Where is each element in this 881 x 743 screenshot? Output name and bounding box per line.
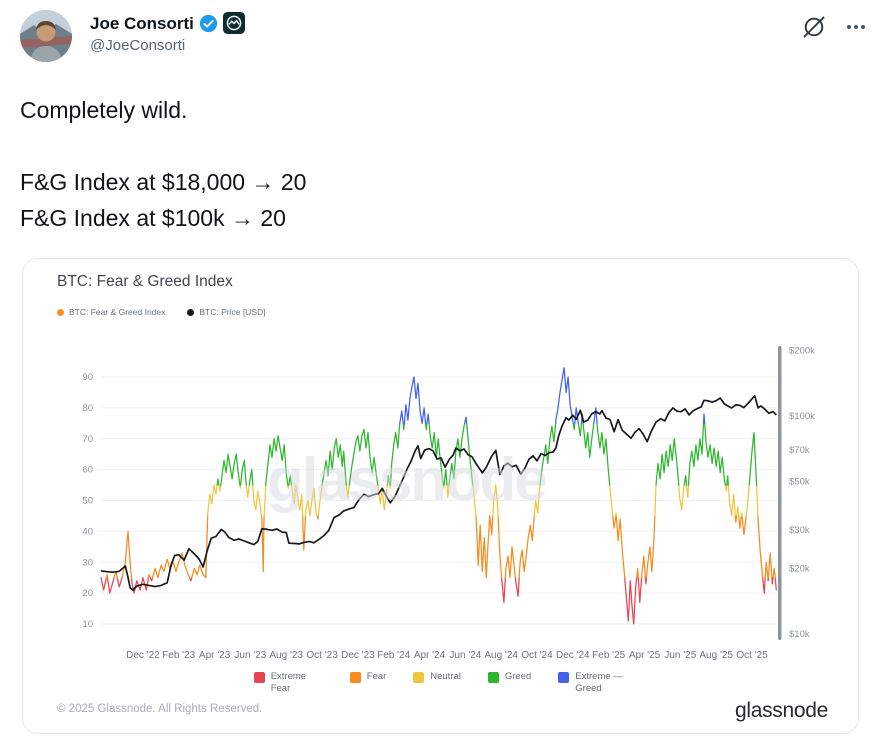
avatar-photo (20, 10, 72, 62)
svg-text:Dec '22: Dec '22 (126, 650, 160, 661)
svg-text:Feb '25: Feb '25 (592, 650, 625, 661)
svg-text:Apr '23: Apr '23 (199, 650, 231, 661)
verified-icon (199, 14, 218, 32)
svg-text:Jun '23: Jun '23 (234, 650, 266, 661)
svg-text:Oct '25: Oct '25 (736, 650, 768, 661)
author-handle[interactable]: @JoeConsorti (90, 37, 186, 54)
zone-legend-fear: Fear (349, 671, 386, 683)
more-icon[interactable] (847, 21, 865, 33)
svg-text:Jun '25: Jun '25 (664, 650, 696, 661)
zone-legend-extreme-greed: Extreme — Greed (558, 671, 627, 695)
legend-item-btc-fear-greed-index: BTC: Fear & Greed Index (57, 307, 165, 317)
svg-text:Aug '23: Aug '23 (269, 650, 303, 661)
svg-text:$70k: $70k (789, 445, 810, 456)
legend-swatch-icon (349, 672, 361, 683)
svg-text:40: 40 (82, 526, 93, 537)
legend-swatch-icon (487, 672, 499, 683)
legend-swatch-icon (558, 672, 570, 683)
svg-text:Feb '23: Feb '23 (162, 650, 195, 661)
chart-zone-legend: Extreme Fear Fear Neutral Greed Extreme — Gr… (23, 671, 858, 695)
svg-text:Feb '24: Feb '24 (377, 650, 410, 661)
svg-text:$20k: $20k (789, 563, 810, 574)
svg-text:Apr '25: Apr '25 (629, 650, 661, 661)
legend-swatch-icon (253, 672, 265, 683)
svg-text:Aug '25: Aug '25 (699, 650, 733, 661)
affiliate-badge-icon (222, 12, 245, 34)
svg-text:Aug '24: Aug '24 (484, 650, 518, 661)
svg-text:10: 10 (82, 619, 93, 630)
svg-text:Jun '24: Jun '24 (449, 650, 481, 661)
legend-dot-icon (187, 308, 195, 316)
svg-text:50: 50 (82, 496, 93, 507)
author-block[interactable]: Joe Consorti @JoeConsorti (90, 12, 245, 56)
svg-text:Dec '24: Dec '24 (556, 650, 590, 661)
zone-legend-extreme-fear: Extreme Fear (253, 671, 323, 695)
svg-text:$50k: $50k (789, 477, 810, 488)
svg-text:90: 90 (82, 372, 93, 383)
svg-text:60: 60 (82, 465, 93, 476)
fear-greed-chart: 10 20 30 40 50 60 70 80 90 $200k $100k $70k $50k $30k… (82, 345, 815, 661)
tweet-text: Completely wild. F&G Index at $18,000 → … (20, 97, 307, 231)
avatar[interactable] (20, 10, 72, 62)
author-name[interactable]: Joe Consorti (90, 13, 194, 33)
copyright-text: © 2025 Glassnode. All Rights Reserved. (57, 703, 263, 715)
glassnode-logo: glassnode (734, 699, 828, 722)
svg-text:$10k: $10k (789, 629, 810, 640)
svg-text:Oct '23: Oct '23 (306, 650, 338, 661)
svg-text:Oct '24: Oct '24 (521, 650, 553, 661)
svg-text:Dec '23: Dec '23 (341, 650, 375, 661)
svg-text:30: 30 (82, 557, 93, 568)
header-actions (801, 14, 865, 40)
chart-top-legend: BTC: Fear & Greed Index BTC: Price [USD] (57, 307, 266, 317)
legend-dot-icon (57, 308, 64, 316)
svg-text:$100k: $100k (789, 411, 815, 422)
svg-text:$30k: $30k (789, 525, 810, 536)
svg-text:70: 70 (82, 434, 93, 445)
zone-legend-greed: Greed (487, 671, 531, 683)
svg-text:20: 20 (82, 588, 93, 599)
tweet-header: Joe Consorti @JoeConsorti (20, 10, 865, 66)
zone-legend-neutral: Neutral (413, 671, 461, 683)
chart-title: BTC: Fear & Greed Index (57, 273, 233, 290)
legend-item-btc-price-usd: BTC: Price [USD] (187, 307, 266, 317)
svg-text:80: 80 (82, 403, 93, 414)
chart-card[interactable]: BTC: Fear & Greed Index BTC: Fear & Gree… (22, 258, 859, 734)
legend-swatch-icon (413, 672, 425, 683)
svg-text:$200k: $200k (789, 345, 815, 356)
grok-icon[interactable] (801, 14, 827, 40)
svg-text:Apr '24: Apr '24 (414, 650, 446, 661)
